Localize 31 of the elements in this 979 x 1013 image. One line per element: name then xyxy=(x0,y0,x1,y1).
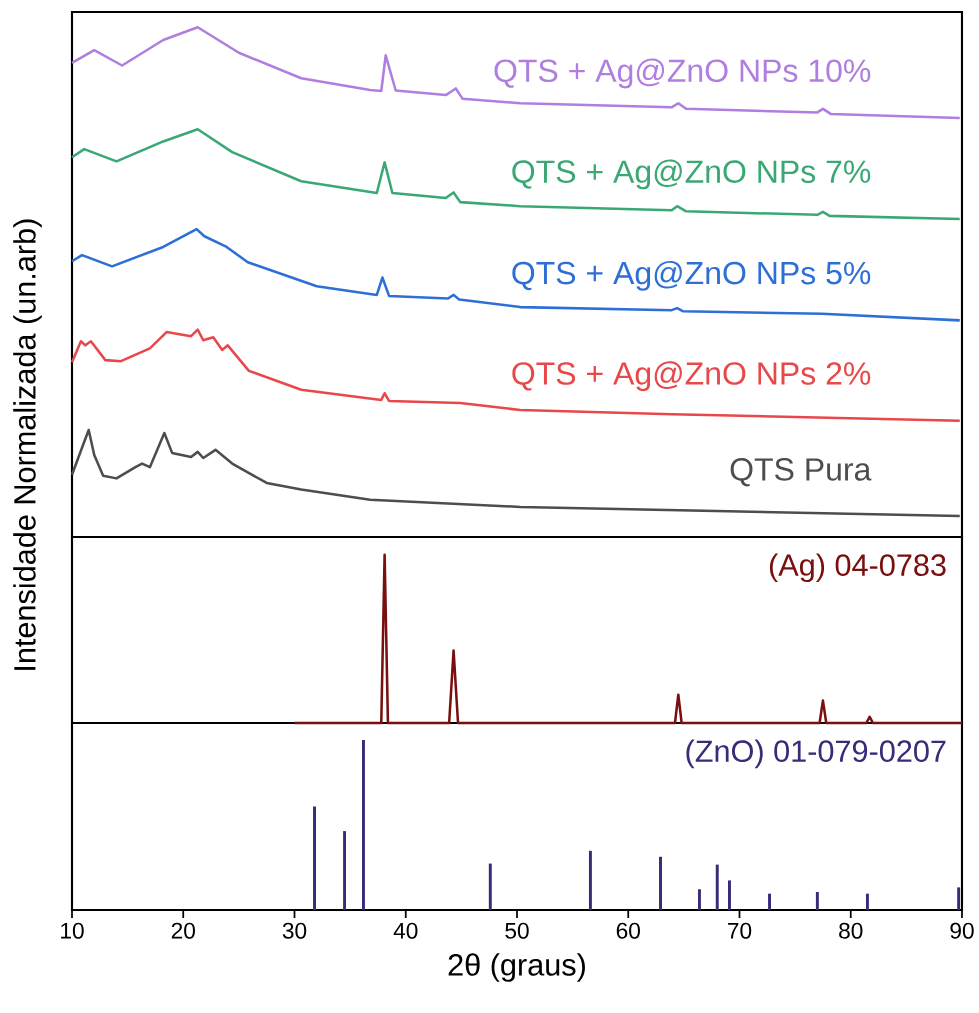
series-label: QTS + Ag@ZnO NPs 5% xyxy=(512,260,871,291)
bar xyxy=(697,889,701,910)
x-tick-label: 90 xyxy=(950,922,974,939)
x-axis-title: 2θ (graus) xyxy=(448,953,585,982)
series-label: QTS Pura xyxy=(730,458,872,487)
series-label: QTS + Ag@ZnO NPs 10% xyxy=(494,58,871,89)
text: (ZnO) 01-079-0207 xyxy=(686,739,946,769)
bar xyxy=(361,739,365,910)
x-tick-label: 30 xyxy=(282,922,307,939)
bar xyxy=(343,831,347,910)
bar xyxy=(313,806,316,910)
series-label: QTS + Ag@ZnO NPs 7% xyxy=(512,159,871,190)
x-tick-label: 40 xyxy=(393,922,418,939)
text: (Ag) 04-0783 xyxy=(769,553,946,583)
x-tick-label: 70 xyxy=(728,922,752,939)
bar xyxy=(815,891,819,910)
x-tick-label: 60 xyxy=(616,922,640,939)
bar xyxy=(768,893,771,910)
y-axis-title: Intensidade Normalizada (un.arb) xyxy=(13,219,42,670)
bar xyxy=(957,887,961,910)
bar xyxy=(488,863,492,910)
series-label: QTS + Ag@ZnO NPs 2% xyxy=(512,361,871,392)
x-tick-label: 20 xyxy=(171,922,195,939)
x-tick-label: 80 xyxy=(839,922,863,939)
bar xyxy=(659,856,662,910)
x-tick-label: 10 xyxy=(61,922,84,939)
bar xyxy=(865,893,869,910)
bar xyxy=(588,850,592,910)
bar xyxy=(715,864,719,910)
x-tick-label: 50 xyxy=(505,922,529,939)
bar xyxy=(728,880,731,910)
